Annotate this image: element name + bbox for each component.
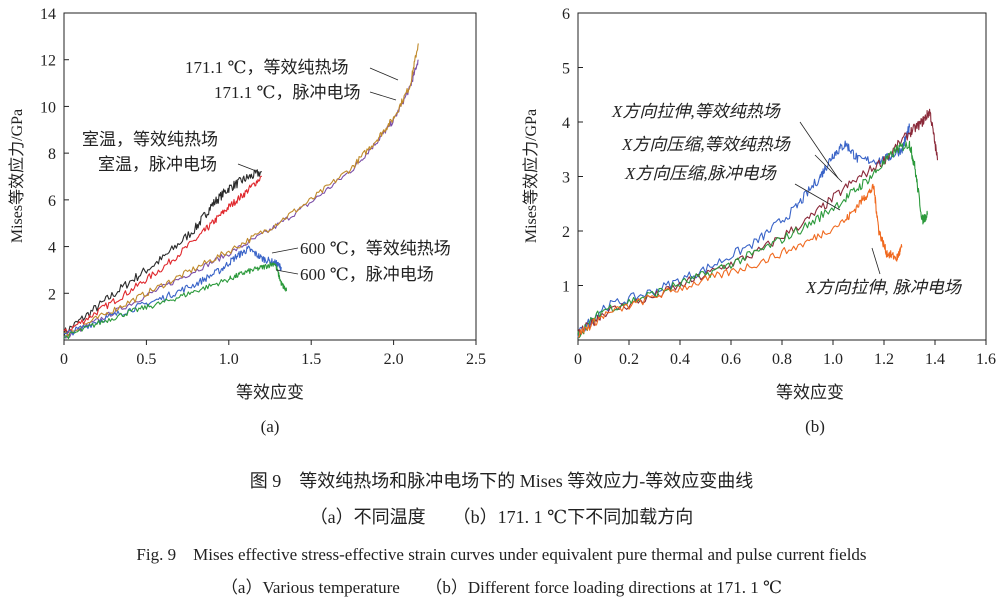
chart-b-panel-label: (b) (805, 417, 825, 436)
chart-a-y-ticks: 2 4 6 8 10 12 14 (40, 6, 69, 303)
x-tick-label: 0 (574, 351, 582, 368)
series-line-a-2 (63, 175, 262, 333)
series-line-b-2 (577, 108, 939, 336)
x-tick-label: 1.4 (925, 351, 945, 368)
x-tick-label: 0 (60, 351, 68, 368)
figure-caption-en-title: Fig. 9 Mises effective stress-effective … (136, 545, 867, 564)
x-tick-label: 1.0 (219, 351, 239, 368)
y-tick-label: 10 (40, 99, 56, 116)
y-tick-label: 5 (562, 61, 570, 78)
series-line-a-1 (63, 169, 262, 338)
chart-b-leader-line (871, 247, 881, 275)
chart-a-annotation: 600 ℃，等效纯热场 (300, 239, 451, 258)
chart-b-annotation: X方向压缩,脉冲电场 (624, 164, 778, 183)
chart-a-panel-label: (a) (261, 417, 280, 436)
figure-caption-cn-title: 图 9 等效纯热场和脉冲电场下的 Mises 等效应力-等效应变曲线 (249, 471, 754, 491)
y-tick-label: 6 (562, 6, 570, 23)
chart-a-frame (63, 12, 477, 341)
y-tick-label: 12 (40, 53, 56, 70)
chart-a-annotation: 171.1 ℃，脉冲电场 (214, 83, 361, 102)
chart-a-ylabel: Mises等效应力/GPa (7, 109, 26, 243)
y-tick-label: 1 (562, 279, 570, 296)
chart-a-x-ticks: 0 0.5 1.0 1.5 2.0 2.5 (60, 340, 486, 368)
y-tick-label: 2 (48, 286, 56, 303)
series-line-b-3 (577, 140, 928, 339)
y-tick-label: 2 (562, 224, 570, 241)
series-line-a-3 (63, 59, 419, 339)
y-tick-label: 14 (40, 6, 56, 23)
series-line-a-4 (63, 43, 419, 337)
chart-b-annotation: X方向拉伸,等效纯热场 (611, 102, 782, 121)
x-tick-label: 2.5 (466, 351, 486, 368)
x-tick-label: 1.5 (301, 351, 321, 368)
x-tick-label: 2.0 (384, 351, 404, 368)
figure-caption-en-subtitle: （a）Various temperature （b）Different forc… (220, 578, 783, 597)
chart-b-annotation: X方向拉伸, 脉冲电场 (805, 278, 963, 297)
x-tick-label: 1.6 (976, 351, 996, 368)
figure-caption-cn-subtitle: （a）不同温度 （b）171. 1 ℃下不同加载方向 (309, 507, 694, 527)
chart-b-leader-line (814, 154, 843, 183)
chart-panel-a: 0 0.5 1.0 1.5 2.0 2.5 2 4 6 8 10 12 14 等效应变 Mises等效… (7, 6, 486, 436)
series-line-b-4 (578, 183, 903, 338)
y-tick-label: 4 (48, 240, 56, 257)
x-tick-label: 1.2 (874, 351, 894, 368)
chart-a-leader-line (271, 247, 299, 254)
x-tick-label: 1.0 (823, 351, 843, 368)
chart-a-leader-line (237, 163, 257, 172)
chart-a-annotation: 室温，等效纯热场 (82, 130, 218, 149)
y-tick-label: 6 (48, 193, 56, 210)
chart-a-xlabel: 等效应变 (236, 383, 304, 402)
chart-a-leader-line (369, 67, 399, 81)
x-tick-label: 0.4 (670, 351, 690, 368)
chart-a-annotation: 171.1 ℃，等效纯热场 (185, 58, 349, 77)
chart-a-leader-line (369, 91, 397, 101)
chart-b-x-ticks: 0 0.2 0.4 0.6 0.8 1.0 1.2 1.4 1.6 (574, 340, 996, 368)
chart-b-leader-line (799, 121, 839, 179)
y-tick-label: 8 (48, 146, 56, 163)
chart-b-leader-line (794, 183, 841, 211)
chart-a-annotation: 室温，脉冲电场 (98, 155, 217, 174)
series-line-a-6 (63, 262, 288, 340)
x-tick-label: 0.2 (619, 351, 639, 368)
x-tick-label: 0.8 (772, 351, 792, 368)
series-line-a-5 (63, 245, 282, 336)
y-tick-label: 4 (562, 115, 570, 132)
chart-b-y-ticks: 1 2 3 4 5 6 (562, 6, 583, 296)
chart-a-leader-line (275, 269, 299, 275)
chart-panel-b: 0 0.2 0.4 0.6 0.8 1.0 1.2 1.4 1.6 1 2 3 4 5 6 等效应变 Mi… (521, 6, 996, 436)
x-tick-label: 0.5 (136, 351, 156, 368)
y-tick-label: 3 (562, 170, 570, 187)
chart-b-series (577, 108, 939, 339)
chart-b-ylabel: Mises等效应力/GPa (521, 109, 540, 243)
x-tick-label: 0.6 (721, 351, 741, 368)
chart-b-annotation: X方向压缩,等效纯热场 (621, 135, 792, 154)
chart-a-annotation: 600 ℃，脉冲电场 (300, 265, 434, 284)
chart-b-xlabel: 等效应变 (776, 383, 844, 402)
